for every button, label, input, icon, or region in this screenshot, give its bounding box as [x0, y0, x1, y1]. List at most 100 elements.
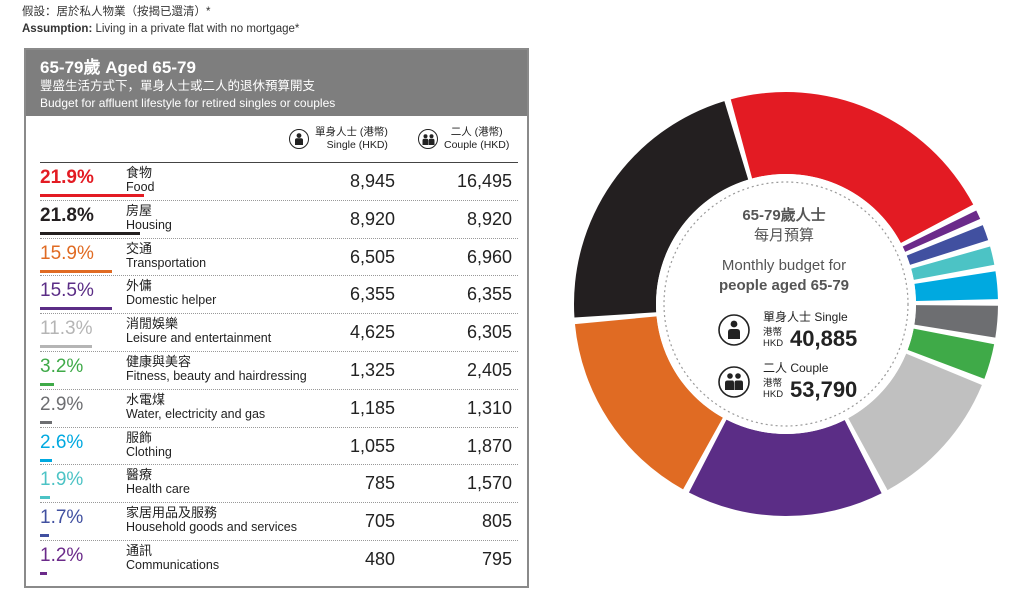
row-couple-value: 6,355 [466, 284, 512, 305]
row-category-en: Domestic helper [126, 293, 217, 308]
row-category-zh: 服飾 [126, 429, 153, 445]
budget-row: 1.9% 醫療 Health care 785 1,570 [40, 464, 518, 502]
panel-title: 65-79歲 Aged 65-79 [40, 58, 196, 77]
row-percentage-bar [40, 231, 140, 235]
row-percentage: 15.5% [40, 280, 94, 302]
row-couple-value: 795 [481, 548, 512, 569]
single-header-en: Single (HKD) [326, 139, 388, 151]
row-percentage: 2.9% [40, 393, 84, 415]
single-currency-zh: 港幣 [763, 326, 783, 338]
row-category-zh: 消閒娛樂 [126, 316, 179, 332]
single-header-zh: 單身人士 (港幣) [315, 126, 388, 138]
row-category-zh: 外傭 [126, 278, 153, 294]
row-category-zh: 食物 [126, 165, 153, 180]
row-single-value: 4,625 [349, 322, 395, 343]
couple-header-en: Couple (HKD) [444, 139, 510, 151]
column-headers: 單身人士 (港幣) Single (HKD) 二人 (港幣) Couple (H… [26, 126, 527, 160]
assumption-zh: 假設：居於私人物業（按揭已還清）* [22, 6, 211, 18]
assumption-note: 假設：居於私人物業（按揭已還清）* Assumption: Living in … [22, 4, 299, 38]
budget-row: 2.9% 水電煤 Water, electricity and gas 1,185 1,… [40, 388, 518, 427]
budget-row: 1.7% 家居用品及服務 Household goods and services 7… [40, 502, 518, 540]
donut-slice [688, 419, 882, 516]
row-category: 通訊 Communications [126, 543, 219, 573]
center-title-zh: 65-79歲人士 [742, 206, 825, 224]
row-category-en: Household goods and services [126, 520, 297, 535]
row-category: 外傭 Domestic helper [126, 278, 216, 308]
row-category: 食物 Food [126, 165, 155, 195]
row-couple-value: 805 [481, 511, 512, 532]
row-couple-value: 6,960 [466, 246, 512, 267]
row-category-zh: 房屋 [126, 202, 153, 218]
budget-row: 21.8% 房屋 Housing 8,920 8,920 [40, 199, 518, 238]
row-category-zh: 交通 [126, 240, 153, 256]
row-couple-value: 1,870 [466, 435, 512, 456]
row-category-en: Clothing [126, 444, 172, 459]
row-category: 交通 Transportation [126, 241, 206, 271]
row-couple-value: 2,405 [466, 359, 512, 380]
budget-row: 11.3% 消閒娛樂 Leisure and entertainment 4,625 6… [40, 313, 518, 351]
budget-row: 3.2% 健康與美容 Fitness, beauty and hairdressin… [40, 350, 518, 389]
row-single-value: 705 [364, 511, 395, 532]
row-percentage-bar [40, 496, 50, 500]
row-percentage-bar [40, 382, 54, 386]
row-percentage: 3.2% [40, 355, 84, 377]
row-couple-value: 8,920 [466, 208, 512, 229]
donut-slice [906, 225, 989, 265]
row-percentage: 21.8% [40, 204, 94, 226]
row-percentage-bar [40, 345, 92, 349]
row-category: 服飾 Clothing [126, 430, 172, 460]
budget-rows: 21.9% 食物 Food 8,945 16,495 21.8% 房屋 Housing 8,92… [40, 162, 518, 578]
row-percentage-bar [40, 307, 112, 311]
single-person-icon [289, 129, 309, 149]
row-category-zh: 通訊 [126, 542, 153, 558]
donut-slices [574, 91, 998, 516]
panel-header: 65-79歲 Aged 65-79 豐盛生活方式下，單身人士或二人的退休預算開支… [26, 50, 527, 116]
row-percentage-bar [40, 420, 52, 424]
donut-slice [730, 91, 974, 244]
budget-row: 15.5% 外傭 Domestic helper 6,355 6,355 [40, 275, 518, 313]
row-couple-value: 16,495 [456, 171, 512, 191]
row-couple-value: 1,310 [466, 397, 512, 418]
row-category-en: Housing [126, 217, 172, 232]
row-percentage: 1.7% [40, 507, 84, 529]
row-category-zh: 家居用品及服務 [126, 505, 218, 521]
row-couple-value: 1,570 [466, 473, 512, 494]
couple-people-icon [418, 129, 438, 149]
single-total-value: 40,885 [790, 326, 857, 351]
couple-currency-en: HKD [763, 389, 783, 400]
couple-total-value: 53,790 [790, 377, 857, 402]
center-title-en: Monthly budget for [722, 257, 846, 274]
couple-currency-zh: 港幣 [763, 377, 783, 389]
row-single-value: 1,185 [349, 397, 395, 418]
row-percentage-bar [40, 194, 144, 197]
row-category-zh: 醫療 [126, 467, 153, 483]
row-single-value: 6,505 [349, 246, 395, 267]
panel-subtitle-zh: 豐盛生活方式下，單身人士或二人的退休預算開支 [40, 79, 316, 93]
donut-slice [902, 210, 981, 252]
row-percentage-bar [40, 534, 49, 538]
budget-row: 21.9% 食物 Food 8,945 16,495 [40, 162, 518, 200]
single-total-group: 單身人士 Single 港幣 HKD 40,885 [718, 309, 857, 351]
donut-slice [574, 101, 749, 318]
couple-total-icon [718, 366, 750, 398]
row-single-value: 8,920 [349, 208, 395, 229]
row-category-en: Fitness, beauty and hairdressing [126, 368, 307, 383]
donut-slice [914, 271, 998, 302]
row-category: 水電煤 Water, electricity and gas [126, 392, 265, 422]
row-category: 健康與美容 Fitness, beauty and hairdressing [126, 354, 307, 384]
row-percentage-bar [40, 269, 112, 273]
couple-column-header: 二人 (港幣) Couple (HKD) [418, 126, 509, 152]
assumption-label: Assumption: [22, 23, 93, 35]
donut-slice [907, 328, 995, 379]
row-category-zh: 水電煤 [126, 391, 166, 407]
row-percentage: 1.2% [40, 544, 84, 566]
couple-total-label: 二人 Couple [763, 361, 829, 375]
row-category-en: Communications [126, 557, 220, 572]
center-disc [656, 174, 916, 434]
budget-row: 15.9% 交通 Transportation 6,505 6,960 [40, 237, 518, 276]
center-subtitle-en: people aged 65-79 [719, 277, 849, 294]
donut-slice [848, 353, 982, 491]
donut-slice [574, 316, 723, 490]
assumption-en: Assumption: Living in a private flat wit… [22, 21, 299, 38]
row-single-value: 785 [364, 473, 395, 494]
